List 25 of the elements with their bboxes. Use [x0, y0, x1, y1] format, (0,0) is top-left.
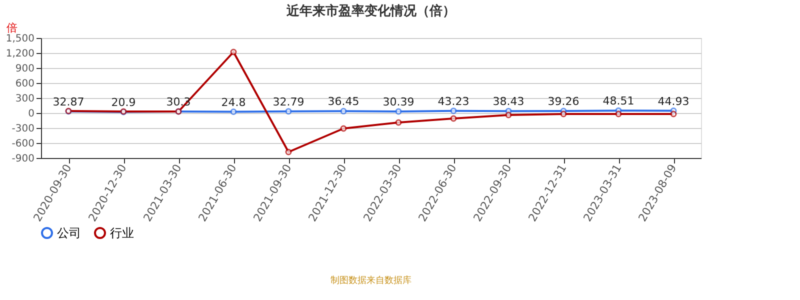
data-label: 44.93	[658, 94, 690, 108]
y-tick-label: -900	[12, 154, 34, 164]
text: 制图数据来自数据库	[330, 275, 412, 286]
y-tick-label: -300	[12, 124, 34, 134]
data-label: 32.79	[272, 95, 304, 108]
data-label: 30.39	[382, 95, 414, 108]
data-label: 32.87	[52, 95, 84, 108]
y-tick-label: 1,500	[6, 34, 34, 44]
data-label: 43.23	[438, 94, 470, 108]
y-tick-label: 1,200	[6, 48, 34, 60]
legend-label: 行业	[110, 226, 134, 240]
legend-label: 公司	[57, 226, 81, 240]
y-tick-label: 300	[15, 94, 34, 104]
y-tick-label: 600	[15, 78, 34, 90]
data-label: 36.45	[328, 95, 360, 108]
y-axis-title: 倍	[6, 22, 18, 34]
data-label: 24.8	[221, 96, 246, 109]
y-tick-label: 900	[15, 64, 34, 74]
y-tick-label: -600	[12, 138, 34, 150]
data-label: 39.26	[548, 95, 580, 108]
y-tick-label: 0	[28, 108, 34, 120]
data-label: 38.43	[492, 95, 524, 108]
data-label: 20.9	[111, 96, 136, 109]
chart-title: 近年来市盈率变化情况（倍）	[286, 3, 456, 19]
data-label: 48.51	[602, 94, 634, 108]
